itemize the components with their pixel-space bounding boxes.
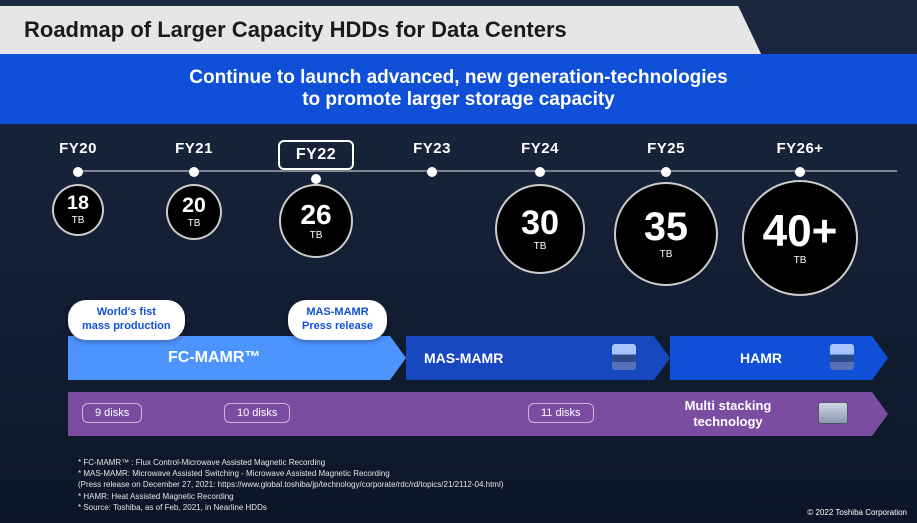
capacity-circle: 30 TB [495, 184, 585, 274]
year-col-FY22: FY2226TB [256, 140, 376, 184]
footnote-line: * FC-MAMR™ : Flux Control-Microwave Assi… [78, 457, 503, 468]
capacity-unit: TB [794, 256, 807, 266]
capacity-unit: TB [534, 242, 547, 252]
year-col-FY26+: FY26+40+TB [740, 140, 860, 177]
year-label: FY22 [278, 140, 354, 170]
title-bar: Roadmap of Larger Capacity HDDs for Data… [0, 6, 761, 54]
marker-dot [189, 167, 199, 177]
disk-track: 9 disks 10 disks 11 disks Multi stacking te… [68, 392, 888, 436]
year-col-FY24: FY2430TB [480, 140, 600, 177]
capacity-circle: 40+ TB [742, 180, 858, 296]
footnote-line: * Source: Toshiba, as of Feb, 2021, in N… [78, 502, 503, 513]
timeline: FY2018TBFY2120TBFY2226TBFY23FY2430TBFY25… [0, 140, 917, 320]
capacity-circle: 18 TB [52, 184, 104, 236]
info-badge: World's fistmass production [68, 300, 185, 340]
capacity-circle: 35 TB [614, 182, 718, 286]
tech-label: MAS-MAMR [406, 350, 503, 366]
capacity-value: 40+ [763, 210, 838, 254]
capacity-value: 30 [521, 206, 559, 240]
capacity-value: 26 [300, 201, 331, 229]
footnote-line: (Press release on December 27, 2021: htt… [78, 479, 503, 490]
footnotes: * FC-MAMR™ : Flux Control-Microwave Assi… [78, 457, 503, 513]
year-label: FY21 [134, 140, 254, 157]
year-label: FY26+ [740, 140, 860, 157]
copyright: © 2022 Toshiba Corporation [807, 508, 907, 517]
multi-stack-label: Multi stacking technology [658, 398, 798, 429]
hdd-icon [818, 402, 848, 424]
marker-dot [311, 174, 321, 184]
capacity-value: 18 [67, 194, 89, 214]
year-label: FY23 [372, 140, 492, 157]
year-col-FY23: FY23 [372, 140, 492, 177]
year-col-FY20: FY2018TB [18, 140, 138, 177]
year-label: FY24 [480, 140, 600, 157]
storage-icon [830, 344, 854, 370]
year-label: FY20 [18, 140, 138, 157]
marker-dot [661, 167, 671, 177]
marker-dot [427, 167, 437, 177]
capacity-unit: TB [188, 219, 201, 229]
info-badge: MAS-MAMRPress release [288, 300, 387, 340]
footnote-line: * MAS-MAMR: Microwave Assisted Switching… [78, 468, 503, 479]
subtitle-line1: Continue to launch advanced, new generat… [189, 67, 727, 89]
year-col-FY21: FY2120TB [134, 140, 254, 177]
tech-track-fcmamr: FC-MAMR™ [68, 336, 406, 380]
page-title: Roadmap of Larger Capacity HDDs for Data… [24, 17, 567, 43]
subtitle-banner: Continue to launch advanced, new generat… [0, 54, 917, 124]
capacity-value: 35 [644, 208, 688, 248]
year-col-FY25: FY2535TB [606, 140, 726, 177]
capacity-unit: TB [72, 216, 85, 226]
tech-track-hamr: HAMR [670, 336, 888, 380]
footnote-line: * HAMR: Heat Assisted Magnetic Recording [78, 491, 503, 502]
capacity-circle: 26 TB [279, 184, 353, 258]
marker-dot [535, 167, 545, 177]
capacity-unit: TB [660, 250, 673, 260]
marker-dot [795, 167, 805, 177]
storage-icon [612, 344, 636, 370]
slide: Roadmap of Larger Capacity HDDs for Data… [0, 0, 917, 523]
year-label: FY25 [606, 140, 726, 157]
capacity-value: 20 [182, 195, 206, 216]
tech-track-masmamr: MAS-MAMR [406, 336, 670, 380]
marker-dot [73, 167, 83, 177]
subtitle-line2: to promote larger storage capacity [302, 89, 615, 111]
capacity-circle: 20 TB [166, 184, 222, 240]
disk-chip: 10 disks [224, 403, 290, 423]
capacity-unit: TB [310, 231, 323, 241]
disk-chip: 9 disks [82, 403, 142, 423]
tech-label: FC-MAMR™ [68, 349, 260, 367]
tech-label: HAMR [670, 350, 782, 366]
disk-chip: 11 disks [528, 403, 594, 423]
